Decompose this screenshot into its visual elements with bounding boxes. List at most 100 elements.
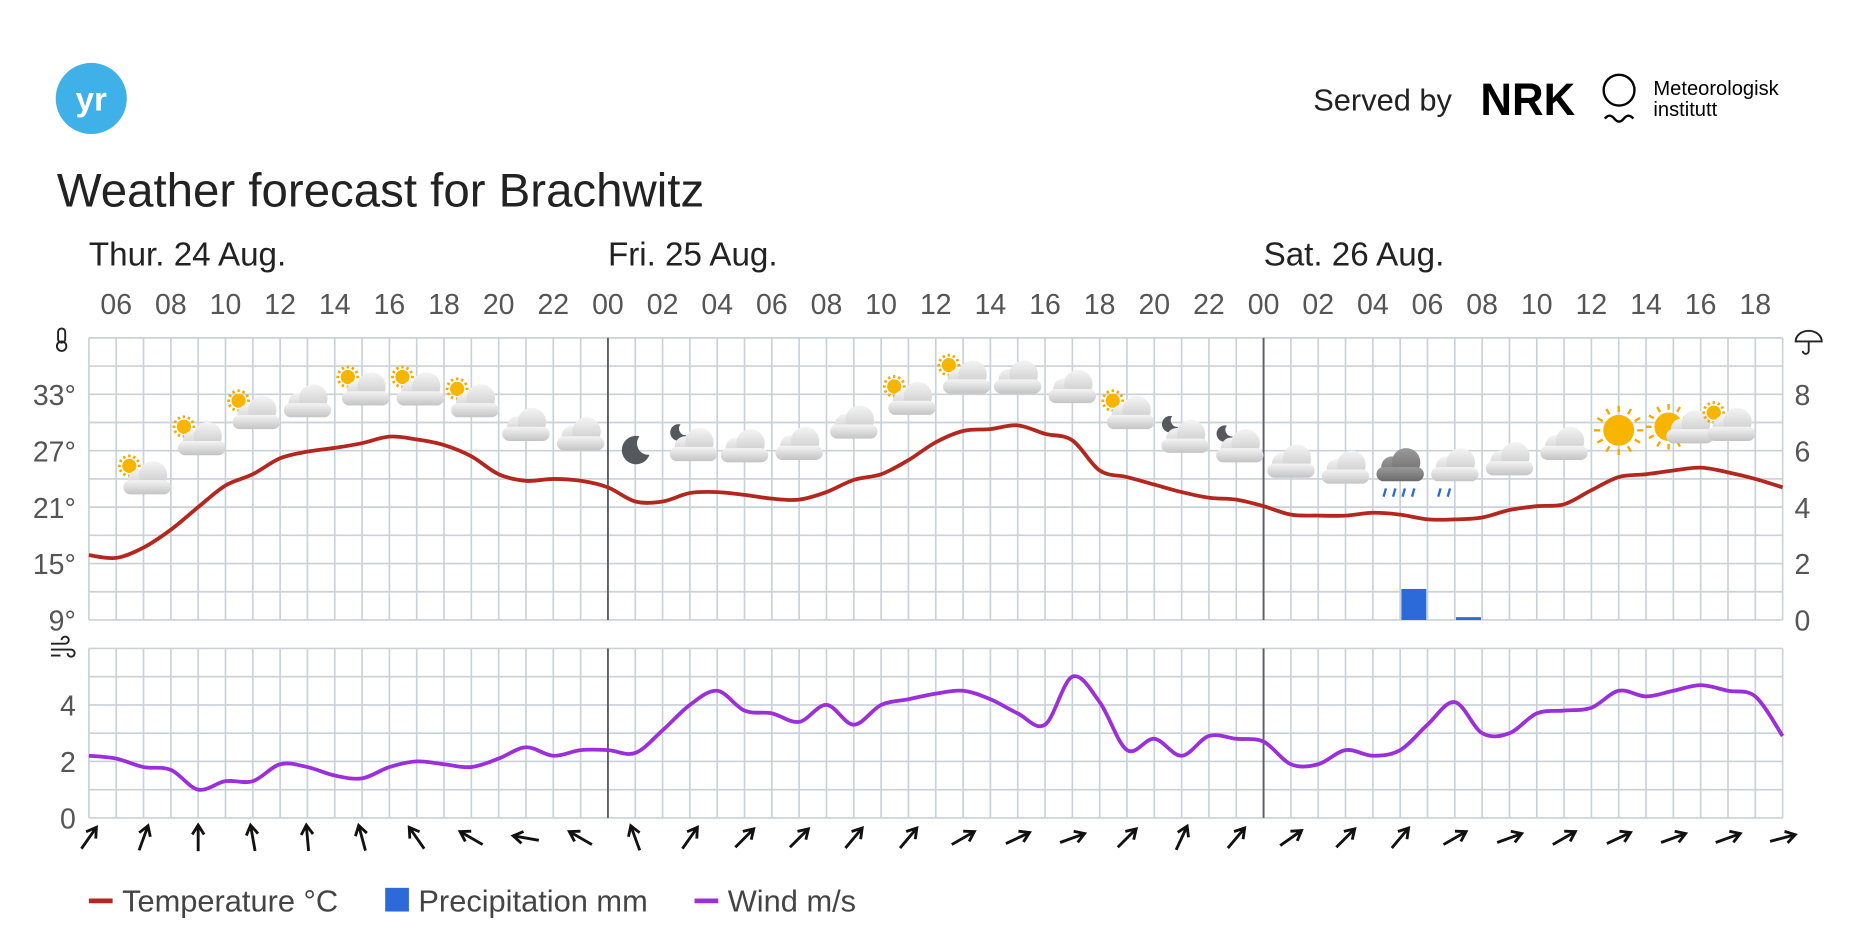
y-tick-label: 2: [60, 747, 76, 779]
y2-tick-label: 6: [1794, 436, 1810, 468]
weather-icon: [556, 417, 605, 451]
cloud-part: [994, 379, 1042, 394]
x-tick-label: 00: [592, 289, 624, 321]
wind-arrow: [1496, 829, 1525, 844]
weather-icon: [937, 353, 991, 394]
sun-ray: [190, 420, 195, 424]
y2-tick-label: 0: [1794, 606, 1810, 638]
sun-ray: [392, 370, 396, 374]
sun-ray: [173, 420, 178, 424]
sun-ray: [1102, 393, 1106, 398]
yr-logo[interactable]: yr: [55, 62, 127, 135]
sun-ray: [136, 459, 140, 463]
thermometer-icon: [55, 327, 68, 352]
sun-ray: [337, 370, 342, 374]
sun-ray: [1707, 402, 1711, 406]
sun: [122, 458, 137, 473]
weather-icon: [621, 435, 650, 465]
sun-ray: [187, 416, 191, 420]
sun-ray: [341, 383, 345, 388]
rain-drop: [1446, 488, 1452, 498]
sun-ray: [245, 393, 250, 398]
sun-ray: [231, 390, 236, 394]
sun: [340, 369, 355, 385]
y-tick-label: 0: [60, 804, 76, 836]
cloud-part: [341, 391, 390, 406]
sun-ray: [1634, 438, 1641, 444]
weather-icon: [391, 365, 444, 406]
met-logo[interactable]: Meteorologisk institutt: [1602, 73, 1780, 123]
sun-ray: [392, 380, 396, 384]
sun-ray: [1656, 440, 1662, 448]
sun-ray: [351, 366, 355, 371]
day-label: Fri. 25 Aug.: [608, 237, 778, 274]
x-tick-label: 06: [1412, 289, 1444, 321]
day-label: Sat. 26 Aug.: [1264, 237, 1445, 274]
x-tick-label: 22: [537, 289, 569, 321]
cloud-part: [1485, 461, 1534, 476]
x-tick-label: 14: [1630, 289, 1662, 321]
weather-symbols: [117, 353, 1756, 498]
sun: [395, 369, 410, 385]
x-tick-label: 06: [756, 289, 788, 321]
sun-ray: [241, 390, 246, 394]
wind-arrow: [898, 826, 919, 849]
wind-arrow: [1442, 829, 1469, 846]
cloud-part: [1161, 438, 1209, 453]
wind-arrow: [1552, 829, 1578, 846]
sun-ray: [177, 433, 181, 438]
x-tick-label: 20: [483, 289, 515, 321]
sun-ray: [1605, 445, 1611, 453]
weather-icon: [669, 424, 718, 462]
sun-ray: [1703, 405, 1707, 410]
sun-ray: [395, 366, 400, 371]
met-wave: [1603, 114, 1635, 123]
weather-icon: [1216, 425, 1264, 463]
wind-arrow: [191, 822, 206, 852]
sun-ray: [132, 455, 137, 460]
sun: [450, 381, 465, 396]
legend-label: Temperature °C: [122, 884, 338, 919]
weather-icon: [1267, 444, 1315, 478]
partner-logo[interactable]: NRK: [1480, 74, 1575, 125]
wind-arrow: [627, 823, 642, 851]
x-tick-label: 08: [1466, 289, 1498, 321]
weather-icon: [336, 365, 390, 406]
sun-ray: [450, 395, 454, 400]
wind-arrow: [788, 826, 811, 849]
y-tick-label: 21°: [33, 493, 76, 525]
weather-icon: [1048, 369, 1097, 404]
cloud-part: [1321, 469, 1370, 484]
cloud-part: [556, 436, 605, 451]
x-tick-label: 08: [155, 289, 187, 321]
sun-ray: [1626, 445, 1633, 453]
sun-ray: [887, 393, 891, 397]
x-tick-label: 02: [1302, 289, 1334, 321]
x-tick-label: 04: [701, 289, 733, 321]
x-tick-label: 18: [1084, 289, 1116, 321]
sun-ray: [955, 358, 960, 362]
sun-ray: [883, 389, 888, 394]
sun-ray: [887, 376, 891, 380]
sun-ray: [1116, 390, 1120, 394]
wind-arrow: [1715, 829, 1743, 844]
precipitation-bar: [1455, 617, 1481, 620]
moon: [1216, 425, 1233, 442]
y-tick-label: 15°: [33, 549, 76, 581]
sun-ray: [446, 392, 451, 396]
sun-ray: [1119, 393, 1124, 398]
x-tick-label: 12: [1576, 289, 1608, 321]
wind-arrow: [1335, 826, 1357, 849]
cloud-part: [830, 424, 878, 439]
weather-icon: [227, 389, 281, 430]
x-tick-label: 18: [1739, 289, 1771, 321]
cloud-part: [1216, 448, 1264, 463]
rain-drop: [1382, 488, 1388, 498]
sun-ray: [1106, 407, 1110, 412]
cloud-part: [178, 440, 226, 456]
sun-ray: [1648, 434, 1655, 440]
